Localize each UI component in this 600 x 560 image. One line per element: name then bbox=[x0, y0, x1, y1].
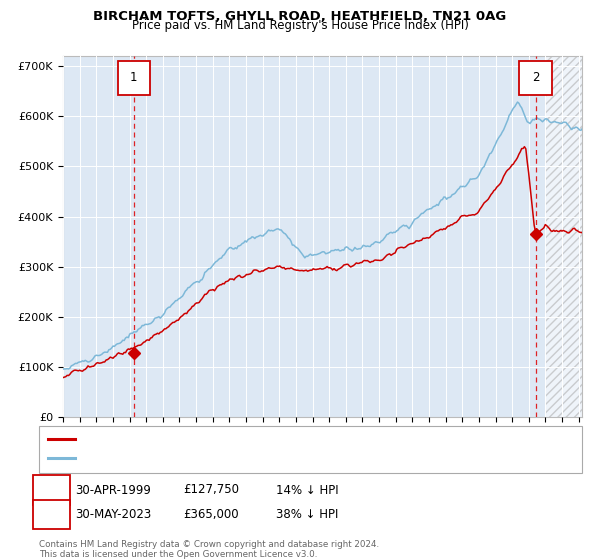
Text: 30-MAY-2023: 30-MAY-2023 bbox=[75, 507, 151, 521]
Text: HPI: Average price, detached house, Wealden: HPI: Average price, detached house, Weal… bbox=[81, 453, 319, 463]
Text: £365,000: £365,000 bbox=[183, 507, 239, 521]
Text: 2: 2 bbox=[48, 507, 55, 521]
Bar bbox=[545, 56, 599, 417]
Text: £127,750: £127,750 bbox=[183, 483, 239, 497]
Text: 2: 2 bbox=[532, 71, 539, 84]
Text: 1: 1 bbox=[48, 483, 55, 497]
Text: BIRCHAM TOFTS, GHYLL ROAD, HEATHFIELD, TN21 0AG: BIRCHAM TOFTS, GHYLL ROAD, HEATHFIELD, T… bbox=[94, 10, 506, 22]
Text: Price paid vs. HM Land Registry's House Price Index (HPI): Price paid vs. HM Land Registry's House … bbox=[131, 19, 469, 32]
Text: 38% ↓ HPI: 38% ↓ HPI bbox=[276, 507, 338, 521]
Text: 1: 1 bbox=[130, 71, 137, 84]
Text: 30-APR-1999: 30-APR-1999 bbox=[75, 483, 151, 497]
FancyBboxPatch shape bbox=[118, 60, 150, 95]
Text: BIRCHAM TOFTS, GHYLL ROAD, HEATHFIELD, TN21 0AG (detached house): BIRCHAM TOFTS, GHYLL ROAD, HEATHFIELD, T… bbox=[81, 434, 463, 444]
Text: Contains HM Land Registry data © Crown copyright and database right 2024.
This d: Contains HM Land Registry data © Crown c… bbox=[39, 540, 379, 559]
FancyBboxPatch shape bbox=[520, 60, 551, 95]
Text: 14% ↓ HPI: 14% ↓ HPI bbox=[276, 483, 338, 497]
